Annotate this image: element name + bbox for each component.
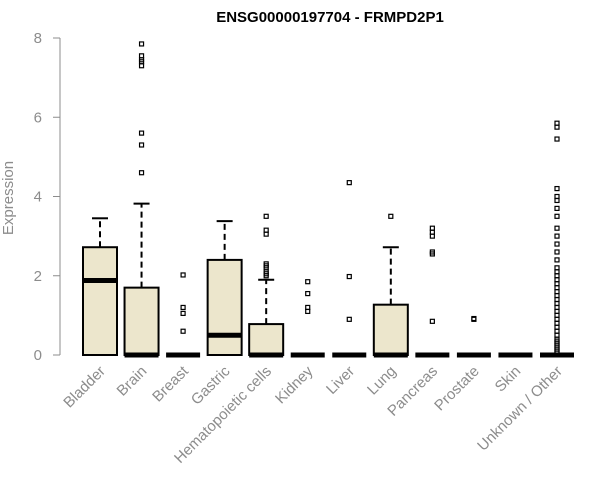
- outlier-point: [346, 273, 352, 280]
- plot-area: [82, 41, 574, 358]
- x-tick-label: Bladder: [60, 363, 109, 412]
- box-group-hematopoietic-cells: [248, 213, 285, 358]
- outlier-point: [554, 265, 560, 271]
- x-tick-label: Skin: [492, 363, 525, 396]
- outlier-point: [429, 225, 435, 231]
- y-tick-label: 6: [34, 109, 42, 126]
- outlier-point: [180, 310, 186, 316]
- box-group-gastric: [206, 220, 243, 356]
- box-group-kidney: [290, 279, 325, 358]
- outlier-point: [554, 205, 560, 211]
- outlier-point: [471, 315, 477, 322]
- outlier-point: [263, 213, 269, 219]
- outlier-point: [180, 328, 186, 334]
- y-tick-label: 0: [34, 347, 42, 364]
- x-tick-label: Kidney: [272, 362, 317, 407]
- outlier-point: [305, 304, 311, 311]
- outlier-point: [138, 130, 145, 136]
- box-group-lung: [372, 213, 409, 358]
- outlier-point: [180, 272, 186, 278]
- x-tick-label: Liver: [323, 363, 358, 398]
- outlier-point: [554, 120, 560, 126]
- outlier-point: [554, 193, 560, 200]
- box-group-breast: [166, 272, 201, 358]
- y-tick-label: 8: [34, 30, 42, 47]
- box-group-bladder: [82, 217, 118, 356]
- outlier-point: [554, 249, 560, 255]
- x-tick-label: Brain: [114, 363, 151, 400]
- outlier-point: [554, 225, 560, 231]
- box-group-pancreas: [415, 225, 450, 358]
- outlier-point: [138, 142, 145, 148]
- chart-title: ENSG00000197704 - FRMPD2P1: [216, 9, 444, 26]
- outlier-point: [429, 318, 435, 324]
- y-axis-title: Expression: [0, 161, 17, 235]
- outlier-point: [263, 261, 269, 267]
- outlier-point: [180, 304, 186, 311]
- outlier-point: [554, 233, 560, 239]
- box: [82, 246, 118, 356]
- outlier-point: [138, 53, 145, 59]
- outlier-point: [346, 316, 352, 322]
- outlier-point: [346, 180, 352, 186]
- y-axis: 0 2 4 6 8: [34, 30, 61, 364]
- outlier-point: [554, 185, 560, 192]
- outlier-point: [138, 170, 145, 176]
- outlier-point: [305, 290, 311, 297]
- box: [248, 323, 285, 356]
- x-tick-label: Prostate: [431, 363, 483, 415]
- box: [206, 258, 243, 356]
- y-tick-label: 4: [34, 189, 42, 206]
- x-tick-label: Breast: [149, 362, 192, 405]
- outlier-point: [554, 241, 560, 247]
- outlier-point: [263, 227, 269, 233]
- outlier-point: [305, 279, 311, 285]
- outlier-point: [554, 136, 560, 142]
- outlier-point: [388, 213, 394, 219]
- box: [372, 303, 409, 356]
- x-tick-label: Lung: [364, 363, 400, 399]
- outlier-point: [554, 257, 560, 263]
- box-group-brain: [123, 41, 160, 358]
- box-group-liver: [332, 180, 367, 358]
- box-group-prostate: [456, 315, 491, 358]
- outlier-point: [429, 249, 435, 255]
- y-tick-label: 2: [34, 268, 42, 285]
- outlier-point: [554, 213, 560, 219]
- box: [123, 286, 160, 357]
- box-group-unknown-other: [540, 120, 574, 358]
- outlier-point: [138, 41, 145, 47]
